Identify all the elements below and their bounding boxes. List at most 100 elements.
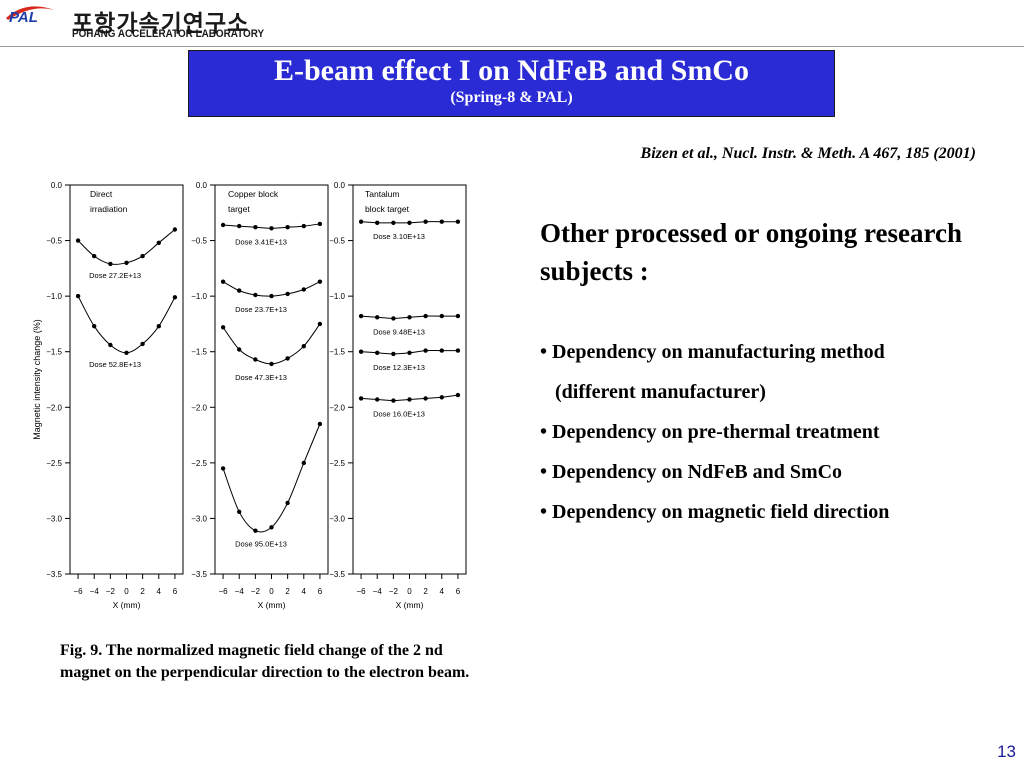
x-tick-label: −6 (219, 587, 229, 596)
subjects-list: • Dependency on manufacturing method (di… (540, 342, 1010, 542)
data-point (124, 350, 129, 355)
data-point (439, 219, 444, 224)
data-point (391, 398, 396, 403)
y-tick-label: −1.5 (329, 348, 345, 357)
x-tick-label: 0 (124, 587, 129, 596)
subject-item: (different manufacturer) (540, 381, 766, 403)
y-tick-label: −2.0 (46, 403, 62, 412)
subject-item: • Dependency on manufacturing method (540, 341, 885, 363)
data-point (375, 397, 380, 402)
data-point (407, 315, 412, 320)
y-tick-label: −2.0 (191, 403, 207, 412)
data-point (358, 349, 364, 354)
data-point (237, 347, 242, 352)
slide-title: E-beam effect I on NdFeB and SmCo (274, 54, 749, 87)
x-tick-label: 6 (318, 587, 323, 596)
data-point (391, 351, 396, 357)
y-tick-label: −2.5 (46, 459, 62, 468)
data-point (253, 225, 258, 230)
slide-title-box: E-beam effect I on NdFeB and SmCo (Sprin… (188, 50, 835, 117)
data-point (301, 344, 306, 349)
data-point (375, 350, 380, 355)
data-point (108, 261, 113, 267)
dose-figure: 0.0 −0.5 −1.0 −1.5 −2.0 −2.5 −3.0 −3.5 −6 −4 −2 0 2 4… (32, 181, 467, 610)
data-point (220, 222, 226, 228)
data-point (407, 350, 412, 355)
data-point (156, 324, 161, 329)
data-point (253, 357, 258, 362)
x-tick-label: 6 (173, 587, 178, 596)
data-point (285, 291, 290, 297)
x-tick-label: 4 (157, 587, 162, 596)
y-tick-label: −3.0 (46, 514, 62, 523)
pal-logo: PAL 포항가속기연구소 POHANG ACCELERATOR LABORATO… (4, 4, 266, 42)
x-tick-label: −2 (251, 587, 261, 596)
data-point (423, 348, 428, 353)
data-point (156, 240, 161, 245)
data-point (375, 220, 380, 225)
data-point (358, 219, 364, 224)
x-tick-label: 2 (423, 587, 428, 596)
y-tick-label: −3.5 (191, 570, 207, 579)
x-tick-label: −2 (389, 587, 399, 596)
data-point (237, 288, 242, 293)
data-point (317, 279, 323, 284)
logo-korean-name: 포항가속기연구소 (72, 11, 250, 37)
data-point (301, 287, 306, 292)
data-point (220, 325, 226, 330)
data-point (269, 361, 274, 367)
x-tick-label: 4 (302, 587, 307, 596)
y-tick-label: −1.0 (46, 292, 62, 301)
data-point (269, 293, 274, 299)
data-point (455, 392, 461, 398)
chart-frame (352, 184, 467, 575)
data-point (439, 348, 444, 353)
x-axis-label: X (mm) (258, 600, 286, 610)
series-label: Dose 16.0E+13 (373, 410, 425, 419)
series-line (222, 323, 321, 365)
data-point (75, 238, 81, 243)
data-point (220, 279, 226, 284)
data-point (317, 421, 323, 427)
subject-item: • Dependency on magnetic field direction (540, 501, 890, 523)
series-label: Dose 3.41E+13 (235, 237, 287, 246)
data-point (253, 292, 258, 298)
x-axis-label: X (mm) (113, 600, 141, 610)
page-number: 13 (997, 742, 1016, 761)
subject-item: • Dependency on pre-thermal treatment (540, 421, 880, 443)
data-point (92, 253, 97, 259)
y-tick-label: −1.5 (191, 348, 207, 357)
x-tick-label: −4 (90, 587, 100, 596)
data-point (407, 397, 412, 402)
panel-title: target (228, 204, 250, 214)
y-tick-label: −3.0 (329, 514, 345, 523)
y-tick-label: −1.0 (191, 292, 207, 301)
y-tick-label: −2.5 (329, 459, 345, 468)
chart-frame (69, 184, 184, 575)
logo-english-name: POHANG ACCELERATOR LABORATORY (72, 28, 265, 40)
data-point (75, 293, 81, 299)
x-tick-label: −6 (357, 587, 367, 596)
panel-title: irradiation (90, 204, 128, 214)
data-point (140, 253, 145, 259)
y-tick-label: −3.5 (46, 570, 62, 579)
data-point (92, 324, 97, 329)
data-point (237, 223, 242, 229)
data-point (423, 313, 428, 319)
data-point (439, 395, 444, 400)
x-tick-label: 4 (440, 587, 445, 596)
x-tick-label: 0 (407, 587, 412, 596)
data-point (124, 260, 129, 265)
data-point (220, 466, 226, 471)
x-tick-label: −2 (106, 587, 116, 596)
subject-item: • Dependency on NdFeB and SmCo (540, 461, 843, 483)
header-divider (0, 46, 1024, 47)
data-point (358, 396, 364, 401)
data-point (439, 313, 444, 319)
data-point (317, 321, 323, 327)
y-tick-label: 0.0 (51, 181, 63, 190)
data-point (285, 500, 290, 506)
data-point (140, 341, 145, 347)
panel-title: block target (365, 204, 410, 214)
y-tick-label: −3.5 (329, 570, 345, 579)
